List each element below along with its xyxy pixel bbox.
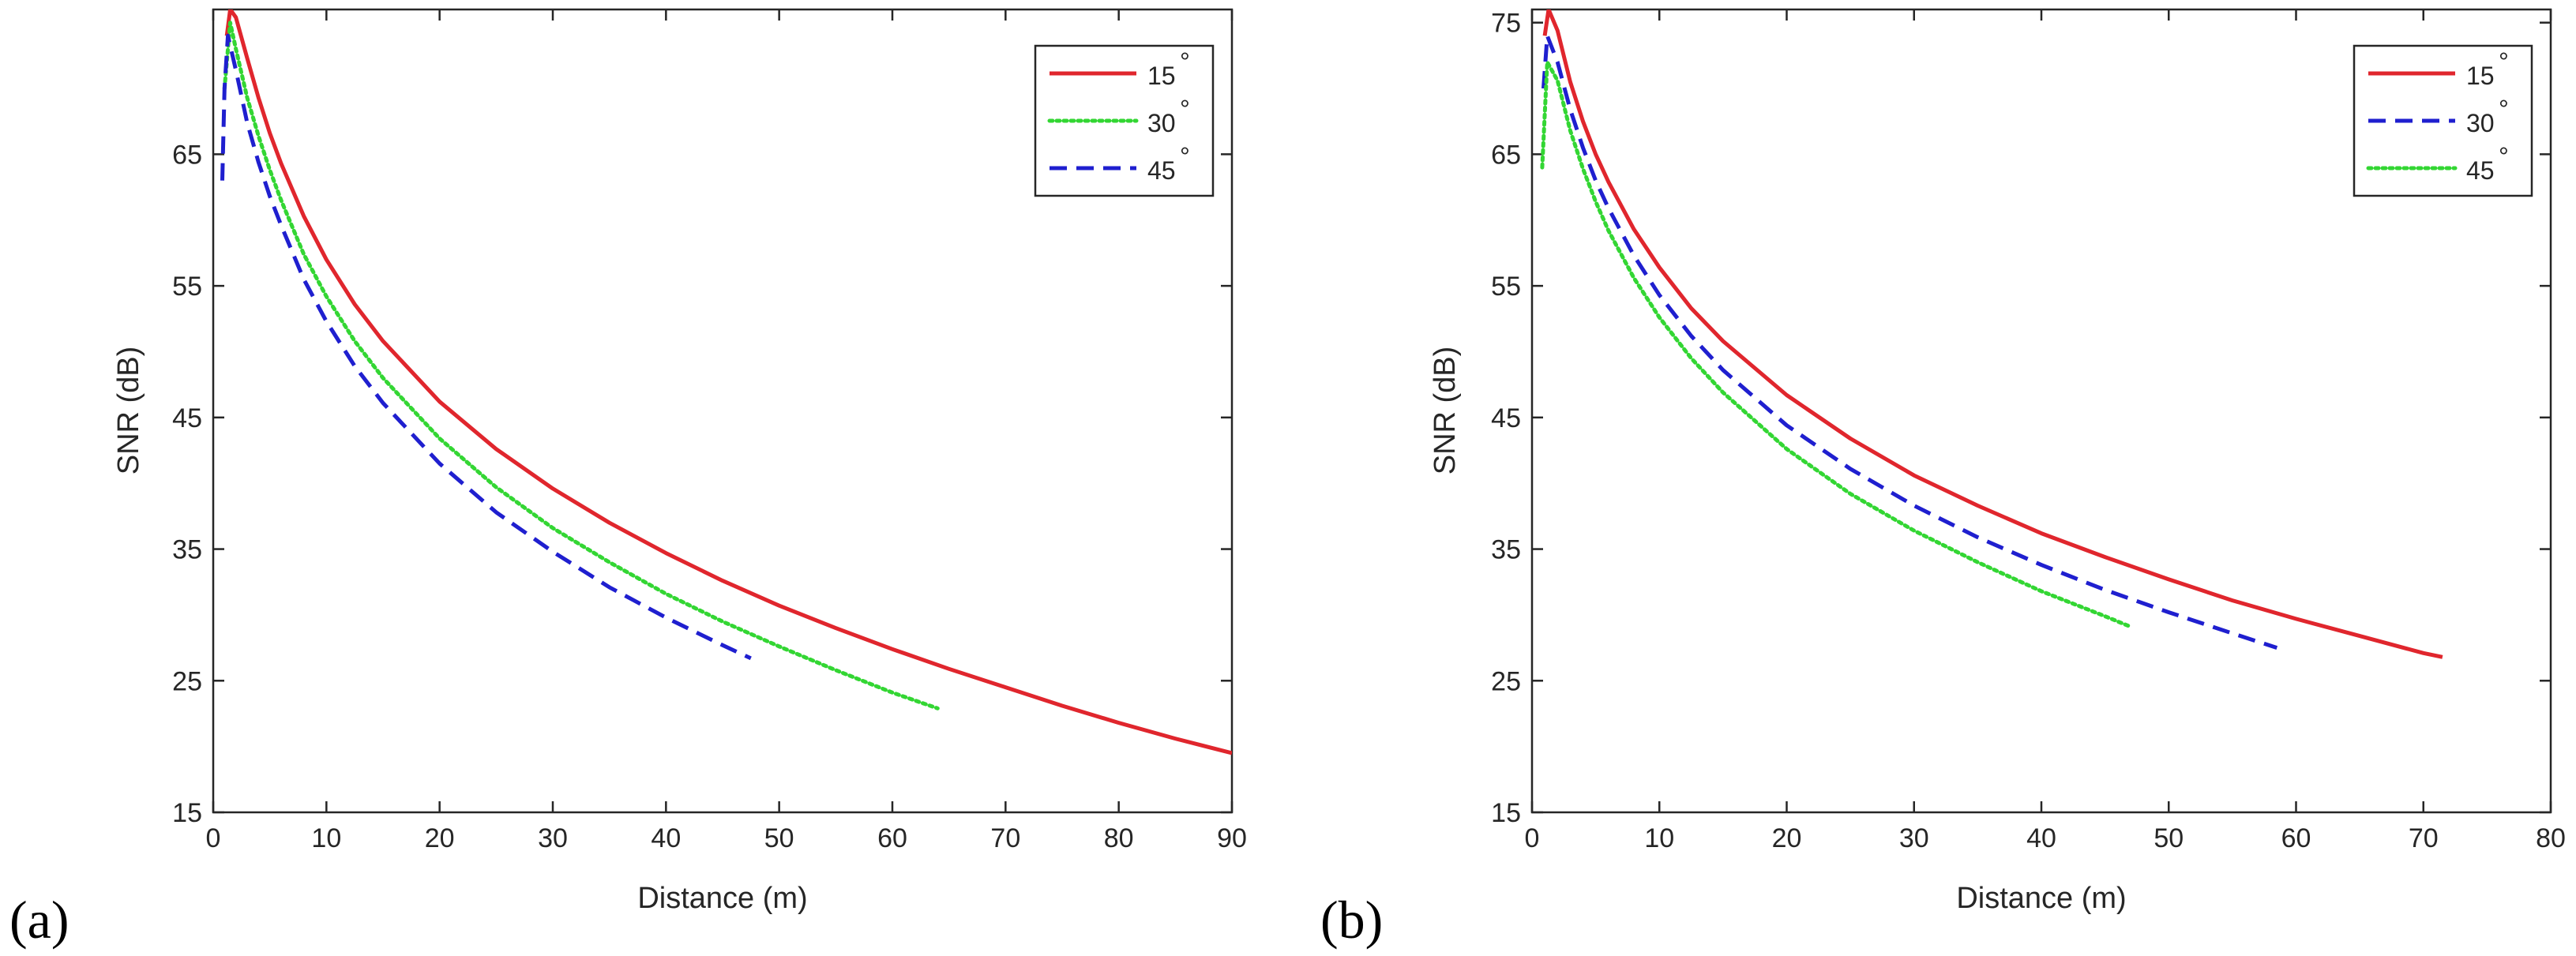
legend-a: 15 °30 °45 ° [1034,44,1215,197]
y-axis-label-b: SNR (dB) [1429,347,1462,475]
x-tick-label-b: 20 [1772,823,1802,853]
y-tick-label-a: 45 [172,403,202,433]
x-tick-label-a: 80 [1104,823,1134,853]
y-ticks-b: 15 25 35 45 55 65 75 [1491,9,2551,828]
panel-label-b: (b) [1320,890,1383,950]
legend-b: 15 °30 °45 ° [2353,44,2533,197]
y-tick-label-b: 15 [1491,798,1521,828]
x-tick-label-a: 40 [651,823,681,853]
legend-label-15-a: 15 [1147,62,1176,90]
x-tick-label-a: 20 [425,823,455,853]
x-tick-label-b: 70 [2409,823,2439,853]
x-tick-label-b: 0 [1525,823,1540,853]
x-tick-label-a: 30 [538,823,568,853]
x-axis-label-a: Distance (m) [637,882,807,915]
series-line-45-deg-a [220,33,752,661]
y-tick-label-a: 15 [172,798,202,828]
legend-degree-mark-a: ° [1180,47,1190,76]
y-tick-label-a: 35 [172,535,202,565]
x-tick-label-a: 70 [990,823,1020,853]
series-line-30-deg-b [1541,33,2278,650]
x-axis-label-b: Distance (m) [1956,882,2126,915]
x-tick-label-b: 10 [1644,823,1674,853]
x-tick-label-a: 60 [877,823,907,853]
legend-degree-mark-a: ° [1180,142,1190,171]
legend-label-45-b: 45 [2466,156,2495,185]
y-tick-label-a: 25 [172,666,202,696]
y-axis-label-a: SNR (dB) [112,347,145,475]
legend-degree-mark-b: ° [2499,95,2509,123]
x-tick-label-b: 50 [2154,823,2184,853]
series-line-15-deg-b [1542,9,2443,659]
legend-degree-mark-b: ° [2499,142,2509,171]
y-tick-label-b: 45 [1491,403,1521,433]
legend-degree-mark-b: ° [2499,47,2509,76]
y-tick-label-b: 25 [1491,666,1521,696]
legend-degree-mark-a: ° [1180,95,1190,123]
chart-panel-b: 15 25 35 45 55 65 75 0 10 20 30 40 50 60 70 80 Distanc… [1320,9,2566,950]
series-line-30-deg-a [222,21,940,710]
y-tick-label-b: 35 [1491,535,1521,565]
y-tick-label-b: 55 [1491,272,1521,302]
y-tick-label-b: 65 [1491,140,1521,170]
y-tick-label-a: 65 [172,140,202,170]
x-ticks-a: 0 10 20 30 40 50 60 70 80 90 [206,9,1247,853]
legend-label-15-b: 15 [2466,62,2495,90]
legend-label-45-a: 45 [1147,156,1176,185]
x-tick-label-a: 50 [764,823,794,853]
x-tick-label-a: 10 [311,823,341,853]
legend-label-30-b: 30 [2466,109,2495,137]
y-tick-label-b: 75 [1491,9,1521,39]
x-ticks-b: 0 10 20 30 40 50 60 70 80 [1525,9,2566,853]
x-tick-label-a: 0 [206,823,221,853]
legend-label-30-a: 30 [1147,109,1176,137]
x-tick-label-b: 60 [2281,823,2311,853]
x-tick-label-b: 40 [2026,823,2056,853]
panel-label-a: (a) [9,890,69,950]
series-group-a [220,9,1232,755]
chart-panel-a: 15 25 35 45 55 65 0 10 20 30 40 50 60 70 80 90 Distanc… [9,8,1247,950]
x-tick-label-b: 80 [2536,823,2566,853]
x-tick-label-b: 30 [1899,823,1929,853]
series-group-b [1540,9,2443,659]
y-tick-label-a: 55 [172,272,202,302]
series-line-15-deg-a [224,9,1232,755]
x-tick-label-a: 90 [1217,823,1247,853]
y-ticks-a: 15 25 35 45 55 65 [172,140,1232,828]
series-line-45-deg-b [1540,60,2133,629]
